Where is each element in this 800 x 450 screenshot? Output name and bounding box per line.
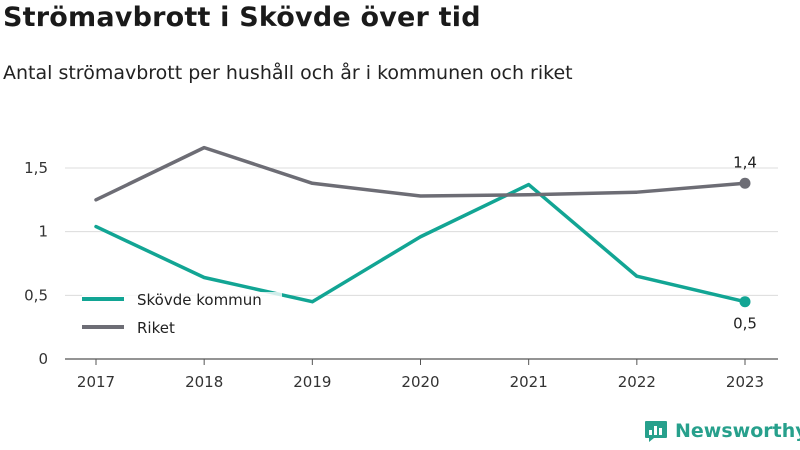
chart-title: Strömavbrott i Skövde över tid xyxy=(3,2,481,33)
end-point-marker xyxy=(739,296,751,308)
x-tick-label: 2017 xyxy=(77,373,115,391)
brand-logo: Newsworthy xyxy=(644,420,800,442)
y-tick-label: 0,5 xyxy=(24,286,48,304)
x-tick-label: 2021 xyxy=(510,373,548,391)
legend-label: Riket xyxy=(137,319,175,337)
end-value-label: 0,5 xyxy=(733,315,757,333)
legend-background xyxy=(82,292,282,310)
series-line-sk-vde-kommun xyxy=(94,182,747,304)
x-tick-label: 2019 xyxy=(293,373,331,391)
y-tick-label: 0 xyxy=(38,350,48,368)
series-line-riket xyxy=(94,145,747,202)
brand-name: Newsworthy xyxy=(675,420,800,442)
y-tick-label: 1,5 xyxy=(24,159,48,177)
x-tick-label: 2018 xyxy=(185,373,223,391)
x-tick-label: 2023 xyxy=(726,373,764,391)
x-tick-label: 2022 xyxy=(618,373,656,391)
legend-background xyxy=(82,320,282,338)
end-value-label: 1,4 xyxy=(733,153,757,171)
x-tick-label: 2020 xyxy=(401,373,439,391)
y-tick-label: 1 xyxy=(38,223,48,241)
legend-label: Skövde kommun xyxy=(137,291,262,309)
chart-subtitle: Antal strömavbrott per hushåll och år i … xyxy=(3,62,573,84)
bar-chart-logo-icon xyxy=(645,421,667,442)
end-point-marker xyxy=(739,177,751,189)
